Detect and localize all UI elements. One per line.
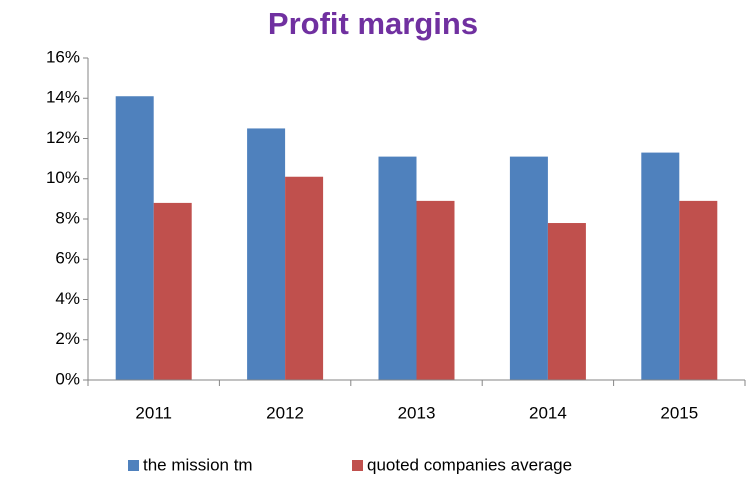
- bar: [153, 202, 192, 380]
- bar: [416, 200, 455, 380]
- y-tick-label: 6%: [55, 249, 80, 268]
- x-tick-label: 2013: [398, 403, 436, 422]
- y-tick-label: 10%: [46, 168, 80, 187]
- y-tick-label: 14%: [46, 88, 80, 107]
- bar: [115, 96, 154, 381]
- legend-label: the mission tm: [143, 455, 253, 474]
- legend-swatch: [352, 460, 363, 471]
- legend-swatch: [128, 460, 139, 471]
- y-tick-label: 8%: [55, 208, 80, 227]
- y-tick-label: 2%: [55, 329, 80, 348]
- x-tick-label: 2012: [266, 403, 304, 422]
- y-tick-label: 12%: [46, 128, 80, 147]
- y-tick-label: 4%: [55, 289, 80, 308]
- bar: [679, 200, 718, 380]
- y-tick-label: 0%: [55, 369, 80, 388]
- bar: [509, 156, 548, 380]
- x-tick-label: 2014: [529, 403, 567, 422]
- legend-label: quoted companies average: [367, 455, 572, 474]
- x-tick-label: 2011: [135, 403, 172, 422]
- chart-title: Profit margins: [268, 6, 478, 41]
- y-tick-label: 16%: [46, 47, 80, 66]
- bar: [247, 128, 286, 380]
- bar: [285, 176, 324, 380]
- bar: [378, 156, 417, 380]
- bar: [547, 223, 586, 380]
- x-tick-label: 2015: [660, 403, 698, 422]
- bar: [641, 152, 680, 380]
